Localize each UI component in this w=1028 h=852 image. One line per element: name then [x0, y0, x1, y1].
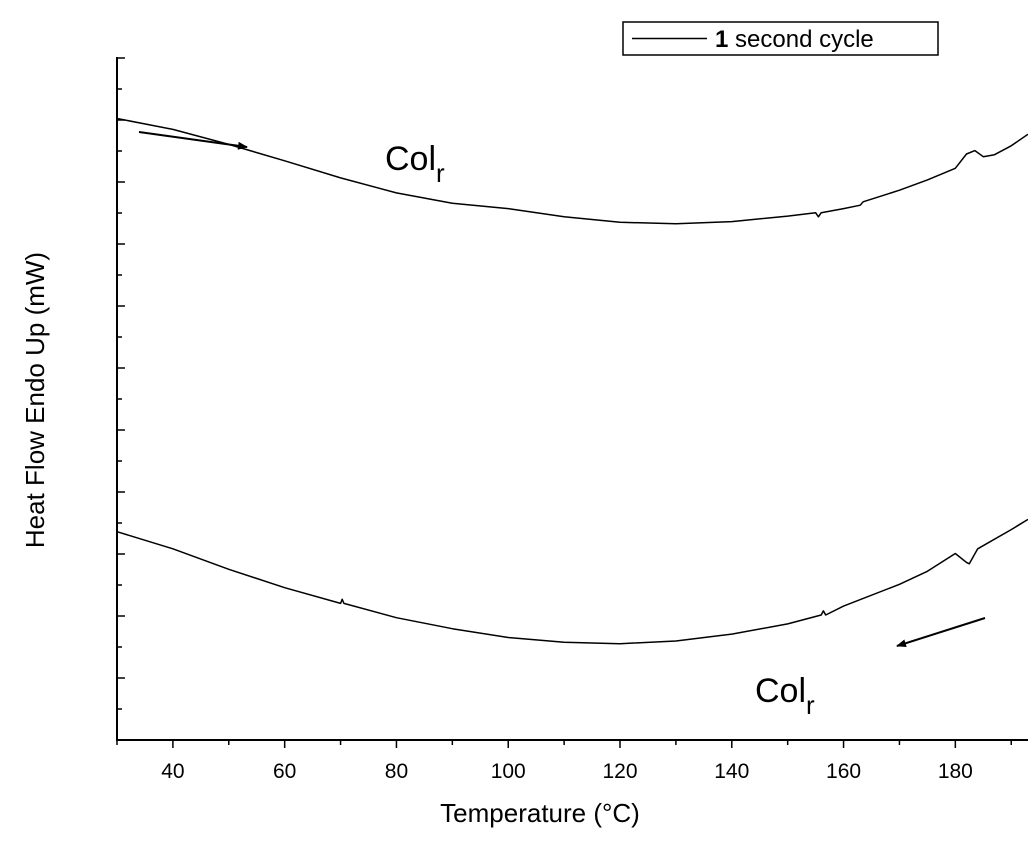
heating-direction-arrow [138, 131, 248, 150]
legend-entry-label: 1 second cycle [715, 26, 874, 53]
x-tick-label: 120 [602, 760, 637, 783]
x-tick-label: 60 [273, 760, 296, 783]
x-tick-label: 100 [491, 760, 526, 783]
series-line-cooling [116, 518, 1028, 645]
x-axis-title: Temperature (°C) [440, 798, 640, 828]
x-tick-labels: 40 60 80 100 120 140 160 180 [161, 760, 973, 783]
x-tick-label: 80 [385, 760, 408, 783]
legend: 1 second cycle [622, 21, 939, 56]
series-layer [116, 117, 1028, 645]
x-tick-label: 140 [714, 760, 749, 783]
phase-label-cooling: Colr [755, 672, 815, 720]
cooling-direction-arrow [896, 617, 986, 648]
series-line-heating [116, 117, 1028, 225]
x-tick-label: 160 [826, 760, 861, 783]
x-axis-ticks [116, 740, 1012, 748]
x-tick-label: 40 [161, 760, 184, 783]
y-axis-title: Heat Flow Endo Up (mW) [20, 252, 50, 548]
phase-label-heating: Colr [385, 140, 445, 188]
x-tick-label: 180 [938, 760, 973, 783]
y-axis-ticks [117, 57, 125, 741]
